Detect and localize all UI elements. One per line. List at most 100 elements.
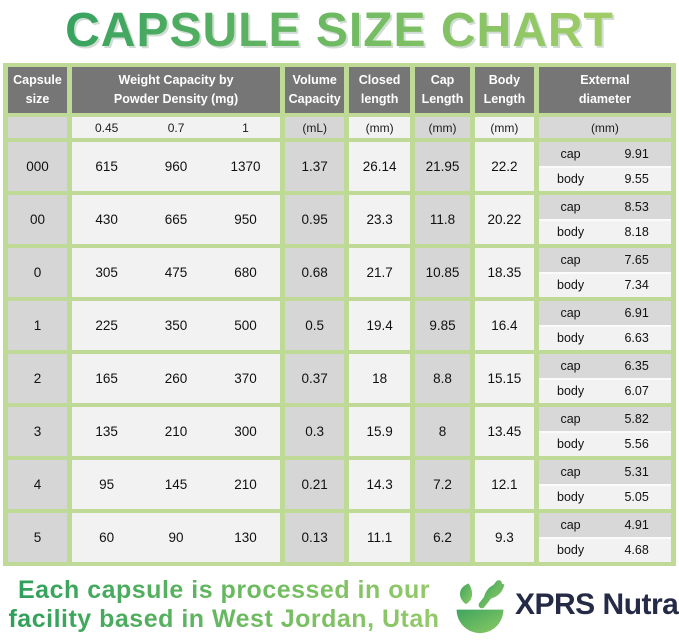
- external-diameter-cell: cap 6.91 body 6.63: [538, 301, 671, 350]
- weight-value: 95: [99, 477, 115, 492]
- ext-body-label: body: [557, 437, 585, 452]
- body-length-cell: 15.15: [474, 354, 534, 403]
- volume-cell: 1.37: [285, 142, 345, 191]
- header-capsule-size: Capsule size: [8, 67, 67, 113]
- header-closed-length: Closed length: [349, 67, 411, 113]
- weight-value: 130: [234, 530, 257, 545]
- volume-cell: 0.68: [285, 248, 345, 297]
- body-length-cell: 16.4: [474, 301, 534, 350]
- weight-capacity-cell: 165 260 370: [71, 354, 281, 403]
- weight-value: 615: [95, 159, 118, 174]
- ext-body-value: 9.55: [624, 172, 649, 187]
- cap-length-cell: 6.2: [415, 513, 470, 562]
- weight-capacity-cell: 95 145 210: [71, 460, 281, 509]
- ext-body-value: 6.07: [624, 384, 649, 399]
- mortar-leaf-icon: [456, 580, 505, 634]
- weight-capacity-cell: 135 210 300: [71, 407, 281, 456]
- ext-body-label: body: [557, 331, 585, 346]
- header-cap-length: Cap Length: [415, 67, 470, 113]
- weight-value: 145: [164, 477, 188, 492]
- volume-cell: 0.5: [285, 301, 345, 350]
- body-length-cell: 9.3: [474, 513, 534, 562]
- header-volume-capacity: Volume Capacity: [285, 67, 345, 113]
- volume-cell: 0.3: [285, 407, 345, 456]
- ext-body-label: body: [557, 172, 585, 187]
- weight-value: 165: [95, 371, 118, 386]
- density-value: 1: [242, 120, 249, 135]
- capsule-size-cell: 00: [8, 195, 67, 244]
- closed-length-cell: 14.3: [349, 460, 411, 509]
- weight-value: 370: [234, 371, 257, 386]
- weight-value: 960: [164, 159, 188, 174]
- capsule-size-cell: 0: [8, 248, 67, 297]
- table-row-000: 000 615 960 1370 1.37 26.14 21.95 22.2 c…: [8, 142, 671, 191]
- weight-capacity-cell: 305 475 680: [71, 248, 281, 297]
- ext-cap-label: cap: [560, 358, 581, 373]
- weight-capacity-cell: 430 665 950: [71, 195, 281, 244]
- ext-body-label: body: [557, 225, 585, 240]
- external-diameter-cell: cap 9.91 body 9.55: [538, 142, 671, 191]
- closed-length-cell: 11.1: [349, 513, 411, 562]
- weight-value: 210: [164, 424, 188, 439]
- weight-capacity-cell: 225 350 500: [71, 301, 281, 350]
- ext-body-label: body: [557, 543, 585, 558]
- units-closed: (mm): [349, 117, 411, 138]
- weight-value: 680: [234, 265, 257, 280]
- table-row-3: 3 135 210 300 0.3 15.9 8 13.45 cap 5.82 b…: [8, 407, 671, 456]
- cap-length-cell: 8.8: [415, 354, 470, 403]
- capsule-size-cell: 1: [8, 301, 67, 350]
- ext-cap-label: cap: [560, 252, 581, 267]
- weight-value: 430: [95, 212, 118, 227]
- body-length-cell: 20.22: [474, 195, 534, 244]
- weight-value: 210: [234, 477, 257, 492]
- brand-name: XPRS Nutra: [515, 588, 679, 621]
- ext-cap-value: 5.31: [624, 464, 649, 479]
- units-body: (mm): [474, 117, 534, 138]
- body-length-cell: 18.35: [474, 248, 534, 297]
- closed-length-cell: 21.7: [349, 248, 411, 297]
- ext-body-value: 6.63: [624, 331, 649, 346]
- weight-value: 260: [164, 371, 188, 386]
- ext-cap-label: cap: [560, 305, 581, 320]
- body-length-cell: 12.1: [474, 460, 534, 509]
- table-row-2: 2 165 260 370 0.37 18 8.8 15.15 cap 6.35 …: [8, 354, 671, 403]
- weight-value: 90: [168, 530, 184, 545]
- volume-cell: 0.95: [285, 195, 345, 244]
- header-weight-capacity: Weight Capacity by Powder Density (mg): [71, 67, 281, 113]
- header-body-length: Body Length: [474, 67, 534, 113]
- closed-length-cell: 23.3: [349, 195, 411, 244]
- ext-cap-label: cap: [560, 199, 581, 214]
- ext-body-label: body: [557, 278, 585, 293]
- capsule-size-cell: 4: [8, 460, 67, 509]
- table-row-00: 00 430 665 950 0.95 23.3 11.8 20.22 cap 8…: [8, 195, 671, 244]
- units-cap: (mm): [415, 117, 470, 138]
- units-volume: (mL): [285, 117, 345, 138]
- ext-cap-label: cap: [560, 411, 581, 426]
- weight-value: 135: [95, 424, 118, 439]
- ext-cap-value: 4.91: [624, 517, 649, 532]
- header-row: Capsule size Weight Capacity by Powder De…: [8, 67, 671, 113]
- external-diameter-cell: cap 6.35 body 6.07: [538, 354, 671, 403]
- ext-cap-value: 6.91: [624, 305, 649, 320]
- page-title: CAPSULE SIZE CHART: [0, 0, 679, 60]
- body-length-cell: 22.2: [474, 142, 534, 191]
- capsule-size-table: Capsule size Weight Capacity by Powder De…: [3, 63, 676, 566]
- density-value: 0.7: [167, 120, 185, 135]
- external-diameter-cell: cap 4.91 body 4.68: [538, 513, 671, 562]
- ext-cap-label: cap: [560, 146, 581, 161]
- units-capsule-size: [8, 117, 67, 138]
- ext-body-value: 8.18: [624, 225, 649, 240]
- capsule-size-cell: 000: [8, 142, 67, 191]
- external-diameter-cell: cap 5.31 body 5.05: [538, 460, 671, 509]
- weight-value: 350: [164, 318, 188, 333]
- external-diameter-cell: cap 7.65 body 7.34: [538, 248, 671, 297]
- weight-capacity-cell: 615 960 1370: [71, 142, 281, 191]
- ext-body-value: 5.05: [624, 490, 649, 505]
- table-row-1: 1 225 350 500 0.5 19.4 9.85 16.4 cap 6.91…: [8, 301, 671, 350]
- weight-value: 300: [234, 424, 257, 439]
- cap-length-cell: 11.8: [415, 195, 470, 244]
- closed-length-cell: 18: [349, 354, 411, 403]
- ext-body-label: body: [557, 490, 585, 505]
- ext-cap-value: 9.91: [624, 146, 649, 161]
- units-densities: 0.45 0.7 1: [71, 117, 281, 138]
